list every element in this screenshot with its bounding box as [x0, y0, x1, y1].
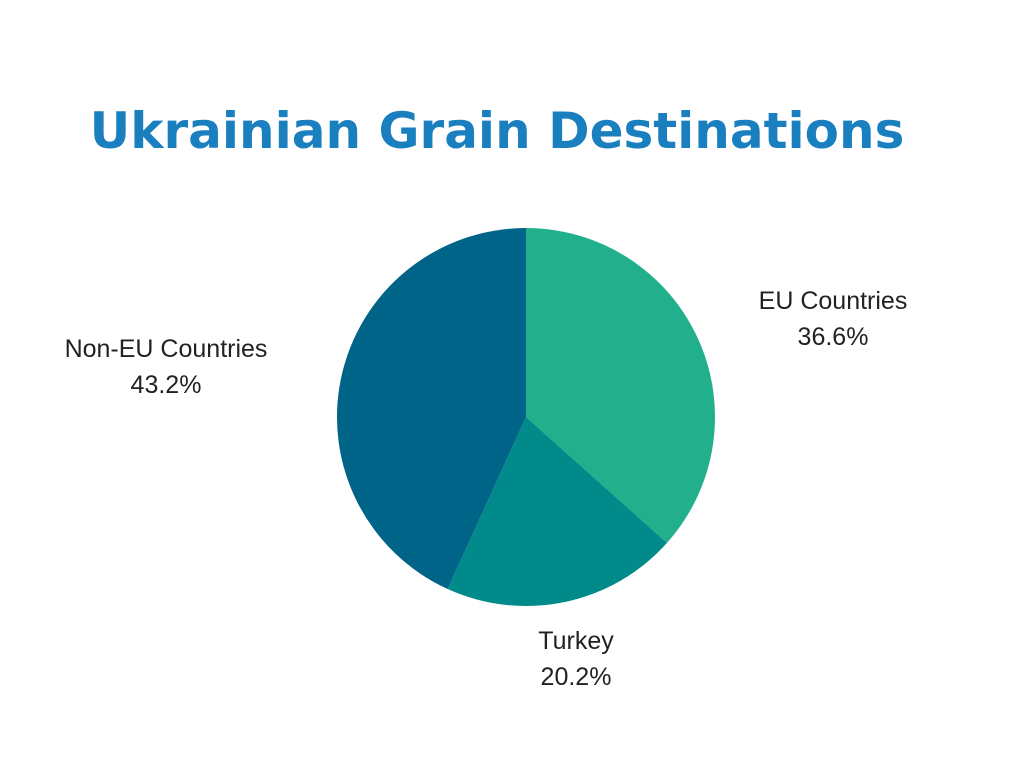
pie-slice	[447, 417, 667, 606]
slice-value-label: 20.2%	[541, 663, 612, 691]
slice-label: EU Countries	[759, 287, 908, 315]
slice-label: Non-EU Countries	[65, 335, 268, 363]
pie-slice	[526, 228, 715, 543]
slice-label: Turkey	[538, 627, 614, 655]
slice-value-label: 36.6%	[798, 323, 869, 351]
slice-value-label: 43.2%	[131, 371, 202, 399]
pie-slice	[337, 228, 526, 590]
chart-title: Ukrainian Grain Destinations	[90, 102, 905, 160]
